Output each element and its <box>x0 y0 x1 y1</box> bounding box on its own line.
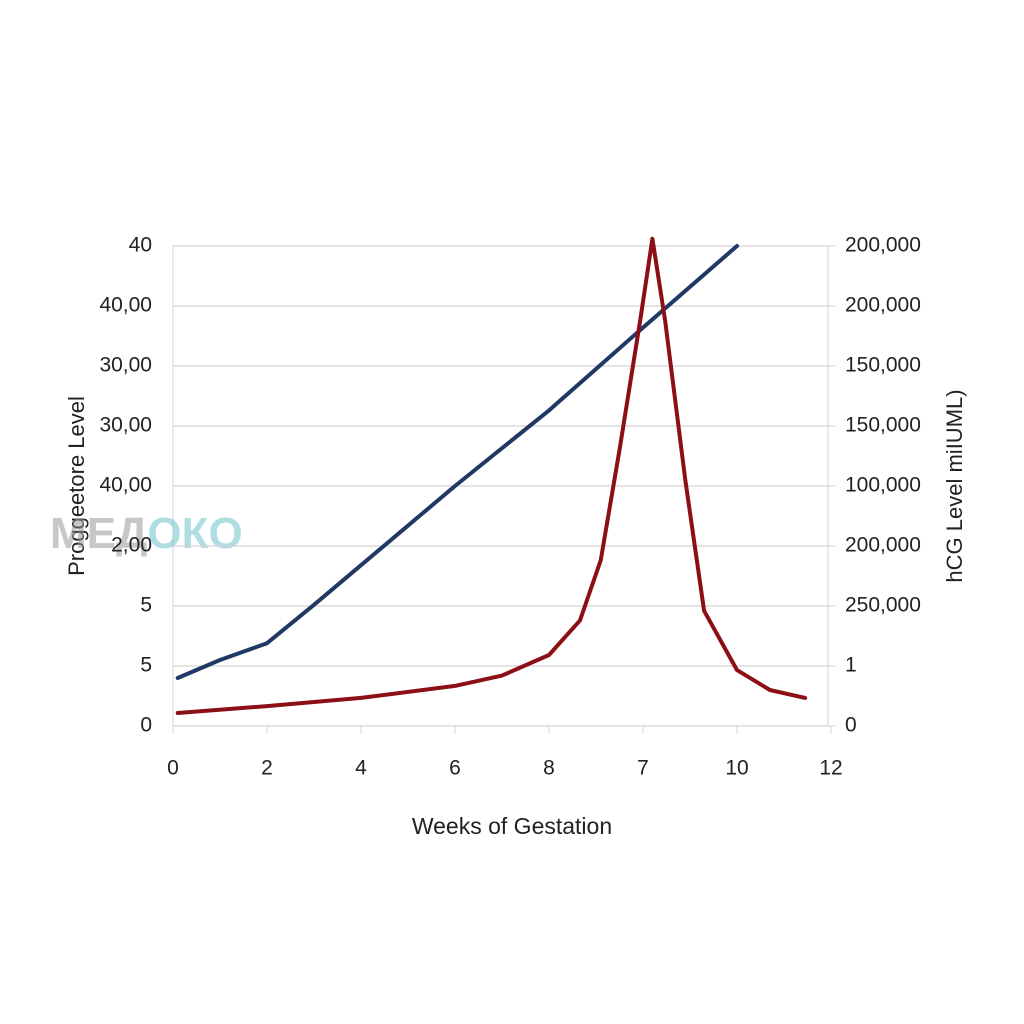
y2-tick-label: 250,000 <box>845 594 921 617</box>
x-tick-label: 2 <box>261 757 273 780</box>
y-axis-label: Proggeetore Level <box>64 396 89 576</box>
y-tick-label: 40,00 <box>99 294 152 317</box>
x-tick-label: 7 <box>637 757 649 780</box>
y2-tick-label: 0 <box>845 714 857 737</box>
y2-tick-label: 200,000 <box>845 534 921 557</box>
y2-tick-label: 200,000 <box>845 294 921 317</box>
data-line <box>175 236 808 715</box>
x-axis-label: Weeks of Gestation <box>412 813 612 839</box>
x-tick-label: 12 <box>819 757 842 780</box>
y2-tick-label: 200,000 <box>845 234 921 257</box>
x-tick-label: 8 <box>543 757 555 780</box>
x-tick-label: 6 <box>449 757 461 780</box>
x-tick-label: 10 <box>725 757 748 780</box>
y2-tick-label: 150,000 <box>845 354 921 377</box>
data-line <box>175 244 739 680</box>
y-tick-label: 30,00 <box>99 354 152 377</box>
y-tick-label: 40 <box>129 234 152 257</box>
y2-tick-label: 150,000 <box>845 414 921 437</box>
y-tick-label: 5 <box>140 654 152 677</box>
watermark-part: МЕД <box>50 509 147 558</box>
y2-tick-label: 1 <box>845 654 857 677</box>
y2-axis-label: hCG Level miIUML) <box>942 389 967 582</box>
y-tick-label: 40,00 <box>99 474 152 497</box>
x-tick-label: 0 <box>167 757 179 780</box>
y2-tick-label: 100,000 <box>845 474 921 497</box>
y-tick-label: 2,00 <box>111 534 152 557</box>
y-tick-label: 30,00 <box>99 414 152 437</box>
x-tick-label: 4 <box>355 757 367 780</box>
watermark: МЕДОКО <box>50 509 243 558</box>
y-tick-label: 0 <box>140 714 152 737</box>
y-tick-label: 5 <box>140 594 152 617</box>
watermark-part: ОКО <box>147 509 242 558</box>
